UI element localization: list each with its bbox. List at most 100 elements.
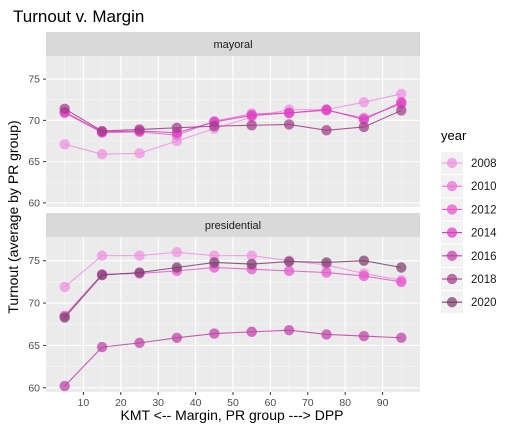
legend-key-point xyxy=(446,157,458,169)
chart-title: Turnout v. Margin xyxy=(13,7,144,26)
x-tick-label: 30 xyxy=(152,397,164,409)
legend-key-point xyxy=(446,181,458,192)
legend-label: 2020 xyxy=(471,297,497,309)
data-point-2014 xyxy=(283,107,295,119)
legend-key-point xyxy=(446,273,458,285)
legend-item-2008: 2008 xyxy=(441,152,497,174)
data-point-2018 xyxy=(96,125,108,137)
legend-label: 2016 xyxy=(471,251,497,263)
x-tick-label: 90 xyxy=(377,397,389,409)
data-point-2018 xyxy=(396,105,407,116)
y-tick-label: 75 xyxy=(28,74,40,86)
legend-item-2016: 2016 xyxy=(441,244,497,267)
data-point-2018 xyxy=(246,120,257,131)
data-point-2008 xyxy=(171,247,183,258)
x-tick-label: 10 xyxy=(78,397,90,409)
legend-item-2020: 2020 xyxy=(441,291,497,314)
data-point-2016 xyxy=(283,324,295,336)
data-point-2016 xyxy=(59,380,70,392)
data-point-2018 xyxy=(321,125,332,136)
x-axis: 10 20 30 40 50 60 70 80 90 xyxy=(78,392,389,409)
data-point-2016 xyxy=(321,329,332,340)
data-point-2020 xyxy=(321,257,332,268)
data-point-2018 xyxy=(59,103,70,115)
data-point-2008 xyxy=(59,281,70,293)
data-point-2012 xyxy=(321,267,332,278)
legend-label: 2018 xyxy=(471,274,497,286)
legend-label: 2008 xyxy=(471,158,497,170)
data-point-2008 xyxy=(96,250,108,261)
series-line-2016 xyxy=(64,329,402,387)
x-tick-label: 60 xyxy=(265,397,277,409)
data-point-2018 xyxy=(283,119,295,130)
series-line-2020 xyxy=(64,260,402,318)
y-tick-label: 70 xyxy=(28,115,40,127)
legend-key-point xyxy=(446,204,458,215)
data-point-2012 xyxy=(396,276,407,288)
data-point-2016 xyxy=(358,330,370,342)
data-point-2020 xyxy=(358,255,370,266)
legend-key-point xyxy=(446,297,458,308)
data-point-2020 xyxy=(283,256,295,267)
facet-strip xyxy=(46,32,420,56)
y-tick-label: 65 xyxy=(28,340,40,352)
data-point-2008 xyxy=(59,139,70,150)
data-point-2012 xyxy=(358,270,370,282)
data-point-2014 xyxy=(246,110,257,121)
data-point-2020 xyxy=(171,262,183,273)
data-point-2020 xyxy=(59,312,70,323)
data-point-2020 xyxy=(396,262,407,273)
data-point-2016 xyxy=(171,332,183,343)
series-line-2018 xyxy=(64,108,402,132)
data-point-2014 xyxy=(321,104,332,115)
data-point-2008 xyxy=(396,88,407,100)
facet-strip-label: presidential xyxy=(205,220,261,232)
x-tick-label: 40 xyxy=(190,397,202,409)
data-point-2020 xyxy=(96,269,108,281)
x-tick-label: 20 xyxy=(115,397,127,409)
data-point-2016 xyxy=(134,337,145,349)
data-point-2016 xyxy=(96,341,108,353)
panel-mayoral: mayoral 60 65 70 75 xyxy=(28,32,420,209)
data-point-2008 xyxy=(246,250,257,261)
series-line-2014 xyxy=(64,101,402,134)
data-point-2016 xyxy=(246,326,257,338)
legend-label: 2014 xyxy=(471,228,497,240)
legend-label: 2010 xyxy=(471,181,497,193)
y-axis-label: Turnout (average by PR group) xyxy=(5,120,21,313)
legend-title: year xyxy=(441,128,467,143)
x-axis-label: KMT <-- Margin, PR group ---> DPP xyxy=(120,407,343,423)
y-tick-label: 70 xyxy=(28,298,40,310)
data-point-2020 xyxy=(209,257,220,268)
data-point-2018 xyxy=(358,121,370,133)
data-point-2008 xyxy=(358,97,370,108)
legend-item-2010: 2010 xyxy=(441,175,497,198)
series-line-2008 xyxy=(64,93,402,155)
facet-strip-label: mayoral xyxy=(213,39,252,51)
series-line-2008 xyxy=(64,251,402,288)
data-point-2018 xyxy=(171,122,183,133)
x-tick-label: 80 xyxy=(339,397,351,409)
legend-key-point xyxy=(446,227,458,238)
data-point-2008 xyxy=(134,250,145,261)
data-point-2008 xyxy=(134,148,145,159)
y-tick-label: 75 xyxy=(28,255,40,267)
legend-item-2014: 2014 xyxy=(441,221,497,244)
data-point-2020 xyxy=(246,258,257,270)
data-point-2018 xyxy=(134,124,145,135)
facet-strip xyxy=(46,213,420,237)
data-point-2014 xyxy=(358,114,370,125)
y-tick-label: 60 xyxy=(28,382,40,394)
x-tick-label: 50 xyxy=(227,397,239,409)
data-point-2008 xyxy=(96,148,108,160)
data-point-2014 xyxy=(396,97,407,108)
panel-presidential: presidential 60 65 70 75 xyxy=(28,213,420,394)
data-point-2012 xyxy=(283,265,295,277)
legend-item-2018: 2018 xyxy=(441,268,497,290)
y-tick-label: 60 xyxy=(28,197,40,209)
legend-item-2012: 2012 xyxy=(441,198,497,221)
data-point-2016 xyxy=(209,328,220,339)
x-tick-label: 70 xyxy=(302,397,314,409)
